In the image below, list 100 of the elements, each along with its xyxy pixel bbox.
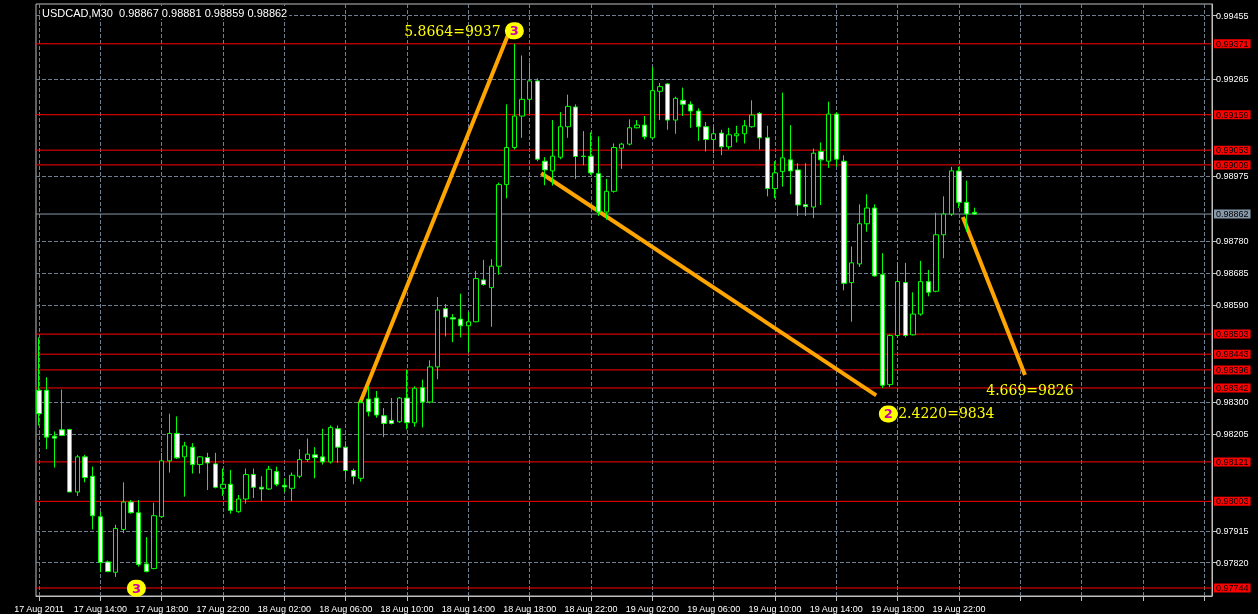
candlestick [381,407,387,438]
candlestick [642,115,647,140]
candlestick [535,77,540,162]
ref-line-label: 0.98003 [1216,496,1249,507]
candlestick [274,466,279,487]
candlestick [910,291,916,336]
x-tick-label: 19 Aug 18:00 [871,603,925,614]
candlestick [404,369,410,430]
x-tick-label: 18 Aug 02:00 [257,603,311,614]
ref-line-label: 0.99371 [1216,38,1249,49]
candlestick [458,293,463,338]
candlestick [726,127,732,150]
candlestick [435,296,440,380]
x-tick-label: 17 Aug 18:00 [135,603,189,614]
ref-line-label: 0.98396 [1216,364,1249,375]
candlestick [803,162,808,217]
candlestick [688,100,693,129]
candlestick [604,178,609,221]
candlestick [857,203,862,268]
candlestick [197,455,203,475]
candlestick [527,62,532,115]
candlestick [128,499,134,515]
x-tick-label: 19 Aug 02:00 [625,603,679,614]
candlestick [167,413,172,474]
y-tick-label: 0.98590 [1216,300,1249,311]
candlestick [780,92,785,188]
candlestick [496,182,502,276]
y-tick-label: 0.98300 [1216,397,1249,408]
candlestick [228,469,233,515]
candlestick [182,441,187,498]
candlestick [90,466,95,530]
candlestick [841,154,847,291]
ref-line-label: 0.98862 [1216,209,1249,220]
candlestick [818,141,824,206]
annotation: 3 [131,580,141,596]
candlestick [949,166,954,217]
x-tick-label: 19 Aug 06:00 [687,603,741,614]
candlestick [144,536,149,573]
candlestick [427,359,433,404]
annotation: 2 [883,406,893,422]
candlestick [749,99,755,129]
ref-line-label: 0.98121 [1216,456,1249,467]
x-tick-label: 17 Aug 2011 [14,603,65,614]
candlestick [703,121,709,152]
candlestick [481,259,486,287]
candlestick [259,475,264,502]
candlestick [328,424,333,465]
candlestick [964,180,969,233]
candlestick [213,452,218,489]
candlestick [174,415,180,460]
candlestick [634,119,640,129]
ref-line-label: 0.99159 [1216,109,1249,120]
candlestick [121,481,126,534]
candlestick [941,195,946,259]
candlestick [289,472,295,502]
y-tick-label: 0.98780 [1216,236,1249,247]
candlestick [926,269,931,297]
candlestick [895,261,900,338]
candlestick [765,125,770,197]
candlestick [282,477,287,493]
candlestick [795,162,801,217]
candlestick [719,129,724,156]
candlestick [220,468,226,497]
candlestick [113,524,118,578]
chart-title: USDCAD,M30 0.98867 0.98881 0.98859 0.98862 [42,6,288,19]
candlestick [887,333,893,388]
candlestick [36,336,42,426]
candlestick [351,468,356,485]
candlestick [82,454,88,483]
candlestick [772,160,778,199]
candlestick [650,66,655,140]
candlestick [75,454,80,497]
candlestick [588,131,594,176]
candlestick [343,440,348,479]
candlestick [573,103,578,180]
candlestick [665,82,670,131]
candlestick [98,511,103,573]
y-tick-label: 0.97915 [1216,525,1249,536]
candlestick [190,442,195,475]
candlestick [466,311,471,353]
candlestick [811,147,816,219]
candlestick [297,448,302,479]
candlestick [933,212,939,293]
candlestick [504,103,509,199]
x-tick-label: 19 Aug 22:00 [932,603,986,614]
candlestick [412,385,417,428]
candlestick [473,270,479,323]
y-tick-label: 0.99265 [1216,74,1249,85]
annotation: 5.8664=9937 [404,22,501,39]
candlestick [420,379,425,428]
candlestick [619,142,624,170]
x-tick-label: 19 Aug 14:00 [809,603,863,614]
x-tick-label: 18 Aug 22:00 [564,603,618,614]
candlestick [489,258,494,328]
annotation: 3 [509,23,519,39]
candlestick [903,262,908,338]
candlestick [550,119,555,187]
candlestick [864,193,870,233]
ref-line-label: 0.98503 [1216,329,1249,340]
candlestick [627,118,632,146]
